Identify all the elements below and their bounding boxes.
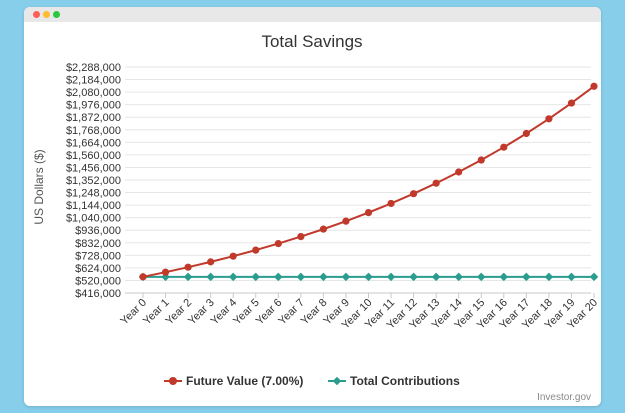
data-point[interactable] (500, 143, 508, 151)
y-tick-label: $1,248,000 (66, 188, 121, 200)
legend-label-total-contributions: Total Contributions (350, 374, 460, 388)
y-tick-label: $1,456,000 (66, 162, 121, 174)
y-tick-label: $1,768,000 (66, 125, 121, 137)
data-point[interactable] (274, 239, 282, 248)
data-point[interactable] (499, 272, 509, 282)
data-point[interactable] (341, 272, 351, 282)
y-tick-label: $728,000 (75, 250, 121, 262)
data-point[interactable] (409, 272, 418, 282)
chart-legend: Future Value (7.00%) Total Contributions (164, 374, 460, 388)
y-tick-label: $2,288,000 (66, 62, 121, 74)
grid-lines (125, 66, 591, 294)
data-point[interactable] (229, 252, 237, 260)
y-axis-ticks: $416,000$520,000$624,000$728,000$832,000… (66, 62, 121, 300)
data-point[interactable] (274, 272, 283, 282)
y-axis-label: US Dollars ($) (32, 149, 46, 224)
legend-marker-circle (169, 377, 177, 385)
y-tick-label: $1,560,000 (66, 150, 121, 162)
data-point[interactable] (387, 199, 395, 208)
data-point[interactable] (567, 99, 576, 107)
data-point[interactable] (455, 168, 463, 176)
window-titlebar (24, 7, 601, 22)
data-point[interactable] (545, 115, 553, 123)
data-point[interactable] (386, 272, 396, 282)
maximize-dot[interactable] (53, 11, 60, 18)
close-dot[interactable] (33, 11, 40, 18)
legend-label-future-value: Future Value (7.00%) (186, 374, 303, 388)
credit-text[interactable]: Investor.gov (537, 392, 591, 403)
data-point[interactable] (252, 246, 260, 254)
data-point[interactable] (228, 272, 238, 282)
series-total-contributions (138, 272, 599, 282)
data-point[interactable] (432, 179, 440, 187)
data-point[interactable] (296, 272, 306, 282)
y-tick-label: $1,144,000 (66, 200, 121, 212)
data-point[interactable] (319, 225, 327, 233)
series-future-value (139, 82, 598, 281)
data-point[interactable] (431, 272, 441, 282)
data-point[interactable] (522, 272, 531, 282)
y-tick-label: $416,000 (75, 288, 121, 300)
data-point[interactable] (161, 268, 170, 276)
minimize-dot[interactable] (43, 11, 50, 18)
y-tick-label: $2,184,000 (66, 75, 121, 87)
data-point[interactable] (183, 272, 193, 282)
data-point[interactable] (410, 190, 418, 198)
data-point[interactable] (184, 263, 192, 271)
data-point[interactable] (207, 258, 215, 266)
data-point[interactable] (139, 273, 147, 281)
y-tick-label: $1,664,000 (66, 137, 121, 149)
data-point[interactable] (297, 232, 305, 241)
legend-item-total-contributions[interactable]: Total Contributions (328, 374, 460, 388)
data-point[interactable] (589, 272, 599, 282)
chart-window: Total Savings US Dollars ($) $416,000 $52… (24, 7, 601, 406)
y-tick-label: $624,000 (75, 263, 121, 275)
data-point[interactable] (342, 217, 350, 225)
legend-marker-diamond (332, 376, 342, 386)
data-point[interactable] (251, 272, 260, 282)
data-point[interactable] (522, 129, 530, 138)
data-series (138, 82, 599, 282)
y-tick-label: $2,080,000 (66, 87, 121, 99)
data-point[interactable] (206, 272, 215, 282)
y-tick-label: $1,352,000 (66, 175, 121, 187)
data-point[interactable] (544, 272, 554, 282)
data-point[interactable] (477, 272, 486, 282)
data-point[interactable] (364, 272, 373, 282)
y-tick-label: $1,872,000 (66, 112, 121, 124)
y-tick-label: $936,000 (75, 225, 121, 237)
data-point[interactable] (567, 272, 576, 282)
series-line (142, 85, 595, 278)
data-point[interactable] (319, 272, 328, 282)
total-savings-chart: Total Savings US Dollars ($) $416,000$52… (32, 32, 600, 403)
data-point[interactable] (477, 156, 485, 164)
y-tick-label: $832,000 (75, 238, 121, 250)
data-point[interactable] (590, 82, 598, 90)
data-point[interactable] (454, 272, 463, 282)
legend-item-future-value[interactable]: Future Value (7.00%) (164, 374, 303, 388)
y-tick-label: $1,040,000 (66, 213, 121, 225)
data-point[interactable] (364, 209, 373, 217)
y-tick-label: $520,000 (75, 275, 121, 287)
y-tick-label: $1,976,000 (66, 100, 121, 112)
chart-title: Total Savings (261, 32, 362, 51)
